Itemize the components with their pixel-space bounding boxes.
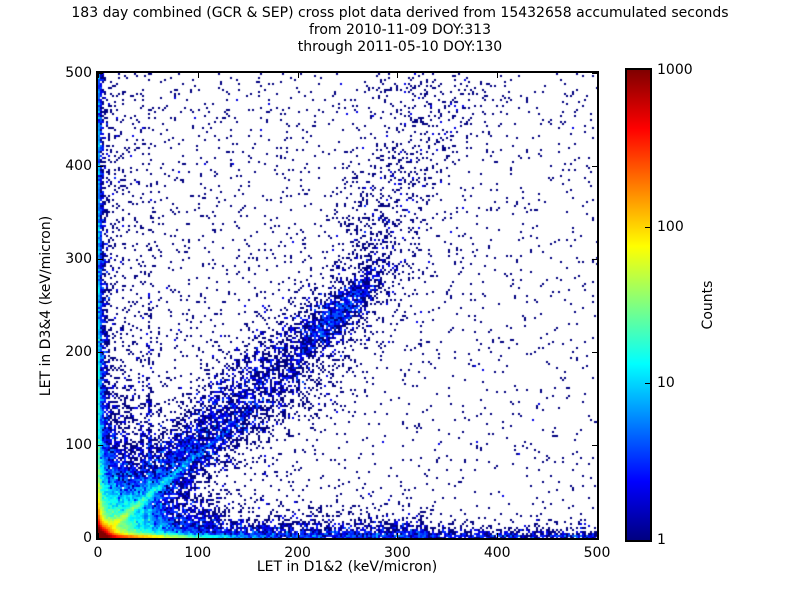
x-tick-top [497, 73, 499, 78]
colorbar-tick-label: 100 [657, 218, 684, 235]
colorbar-gradient [627, 70, 650, 540]
colorbar-tick [645, 226, 650, 228]
x-tick-label: 400 [483, 545, 511, 561]
x-tick-bottom [497, 533, 499, 538]
y-tick-label: 500 [65, 65, 92, 81]
y-tick-label: 0 [83, 530, 92, 546]
x-tick-top [297, 73, 299, 78]
y-tick-right [592, 352, 597, 353]
y-tick-left [98, 166, 103, 167]
x-tick-label: 500 [583, 545, 611, 561]
x-tick-bottom [397, 533, 399, 538]
y-tick-left [98, 73, 103, 74]
y-axis-label: LET in D3&4 (keV/micron) [38, 215, 54, 397]
chart-title-line1: 183 day combined (GCR & SEP) cross plot … [71, 5, 729, 21]
colorbar-tick [645, 383, 650, 385]
density-scatter-canvas [98, 73, 597, 538]
x-tick-top [397, 73, 399, 78]
x-tick-label: 0 [93, 545, 103, 561]
y-tick-right [592, 73, 597, 74]
chart-title: 183 day combined (GCR & SEP) cross plot … [0, 5, 800, 56]
chart-title-line3: through 2011-05-10 DOY:130 [297, 39, 503, 55]
y-tick-right [592, 259, 597, 260]
y-tick-right [592, 538, 597, 539]
y-tick-label: 200 [65, 344, 92, 360]
x-tick-bottom [297, 533, 299, 538]
y-tick-left [98, 445, 103, 446]
y-tick-left [98, 538, 103, 539]
y-tick-left [98, 259, 103, 260]
y-tick-label: 400 [65, 158, 92, 174]
colorbar-label: Counts [700, 280, 716, 330]
x-tick-bottom [98, 533, 99, 538]
colorbar-tick-label: 10 [657, 375, 675, 392]
x-tick-top [98, 73, 99, 78]
x-tick-top [597, 73, 598, 78]
y-tick-right [592, 445, 597, 446]
x-tick-bottom [597, 533, 598, 538]
y-tick-label: 300 [65, 251, 92, 267]
x-tick-label: 200 [284, 545, 311, 561]
y-tick-label: 100 [65, 437, 92, 453]
x-tick-bottom [197, 533, 199, 538]
x-tick-label: 300 [384, 545, 411, 561]
colorbar [625, 68, 652, 542]
y-tick-right [592, 166, 597, 167]
plot-area [96, 71, 599, 540]
y-tick-left [98, 352, 103, 353]
colorbar-tick-label: 1 [657, 532, 666, 548]
colorbar-tick-label: 1000 [657, 62, 693, 78]
x-axis-label: LET in D1&2 (keV/micron) [256, 559, 438, 575]
x-tick-top [197, 73, 199, 78]
chart-title-line2: from 2010-11-09 DOY:313 [308, 22, 491, 38]
x-tick-label: 100 [184, 545, 212, 561]
